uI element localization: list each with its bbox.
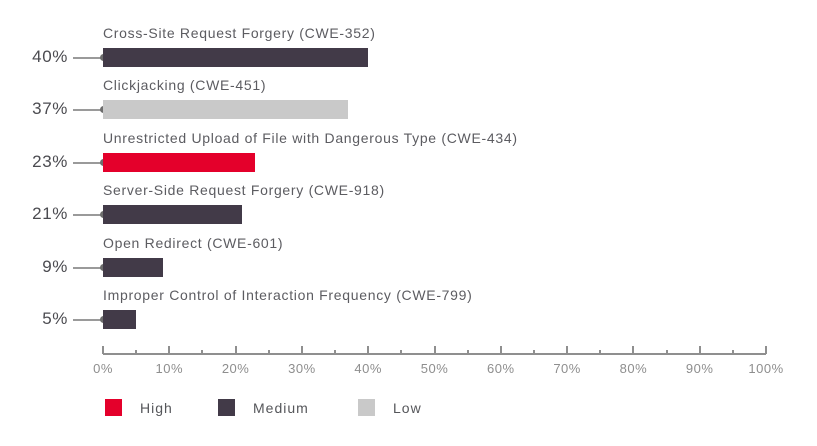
x-axis-major-tick — [433, 346, 436, 354]
leader-line — [73, 214, 103, 217]
bar-value-label: 9% — [42, 256, 68, 276]
x-axis-minor-tick — [135, 350, 138, 354]
bar-category-label: Improper Control of Interaction Frequenc… — [103, 287, 473, 303]
x-axis-minor-tick — [599, 350, 602, 354]
legend: High Medium Low — [0, 398, 817, 422]
bar-value-label: 37% — [32, 99, 68, 119]
bar-category-label: Open Redirect (CWE-601) — [103, 234, 284, 251]
bar-category-label: Unrestricted Upload of File with Dangero… — [103, 129, 518, 146]
leader-line — [73, 319, 103, 321]
x-axis-minor-tick — [400, 350, 403, 354]
x-axis-minor-tick — [665, 350, 668, 354]
x-axis-tick-label: 70% — [553, 361, 581, 376]
x-axis-minor-tick — [267, 350, 270, 354]
bar-low[interactable] — [103, 100, 348, 120]
leader-line — [73, 57, 103, 59]
x-axis-tick-label: 60% — [487, 361, 515, 376]
x-axis-tick-label: 0% — [93, 361, 113, 376]
x-axis-minor-tick — [532, 350, 535, 354]
leader-line — [73, 109, 103, 112]
x-axis-minor-tick — [466, 350, 469, 354]
leader-line — [73, 161, 103, 164]
legend-label: Medium — [253, 400, 309, 416]
bar-medium[interactable] — [103, 310, 136, 329]
x-axis-minor-tick — [201, 350, 204, 354]
x-axis-major-tick — [765, 346, 767, 354]
x-axis-tick-label: 20% — [221, 361, 250, 376]
x-axis-tick-label: 90% — [685, 361, 714, 376]
bar-value-label: 23% — [32, 151, 68, 171]
x-axis-major-tick — [367, 346, 370, 354]
legend-swatch-high — [105, 399, 122, 416]
x-axis-tick-label: 50% — [420, 361, 449, 376]
x-axis-tick-label: 100% — [748, 361, 784, 376]
x-axis-major-tick — [698, 346, 701, 354]
x-axis-major-tick — [102, 346, 104, 354]
x-axis-minor-tick — [731, 350, 734, 354]
bar-medium[interactable] — [103, 257, 163, 277]
x-axis-line — [103, 353, 766, 355]
x-axis-tick-label: 80% — [619, 361, 648, 376]
x-axis-tick-label: 30% — [288, 361, 316, 376]
legend-swatch-low — [358, 399, 375, 416]
legend-label: Low — [393, 400, 422, 416]
bar-high[interactable] — [103, 152, 255, 172]
bar-medium[interactable] — [103, 205, 242, 225]
leader-line — [73, 266, 103, 269]
x-axis-minor-tick — [334, 350, 337, 354]
bar-value-label: 40% — [32, 47, 68, 66]
x-axis-major-tick — [566, 346, 569, 354]
x-axis-major-tick — [632, 346, 635, 354]
legend-swatch-medium — [218, 399, 235, 416]
bar-category-label: Clickjacking (CWE-451) — [103, 77, 267, 94]
bar-value-label: 21% — [32, 204, 68, 224]
x-axis-major-tick — [300, 346, 303, 354]
bar-category-label: Server-Side Request Forgery (CWE-918) — [103, 182, 385, 199]
x-axis-major-tick — [499, 346, 502, 354]
bar-medium[interactable] — [103, 48, 368, 67]
x-axis-major-tick — [234, 346, 237, 354]
legend-label: High — [140, 400, 173, 416]
x-axis-tick-label: 40% — [354, 361, 382, 376]
bar-value-label: 5% — [42, 309, 68, 328]
bar-category-label: Cross-Site Request Forgery (CWE-352) — [103, 25, 376, 41]
x-axis-major-tick — [168, 346, 171, 354]
x-axis-tick-label: 10% — [155, 361, 184, 376]
